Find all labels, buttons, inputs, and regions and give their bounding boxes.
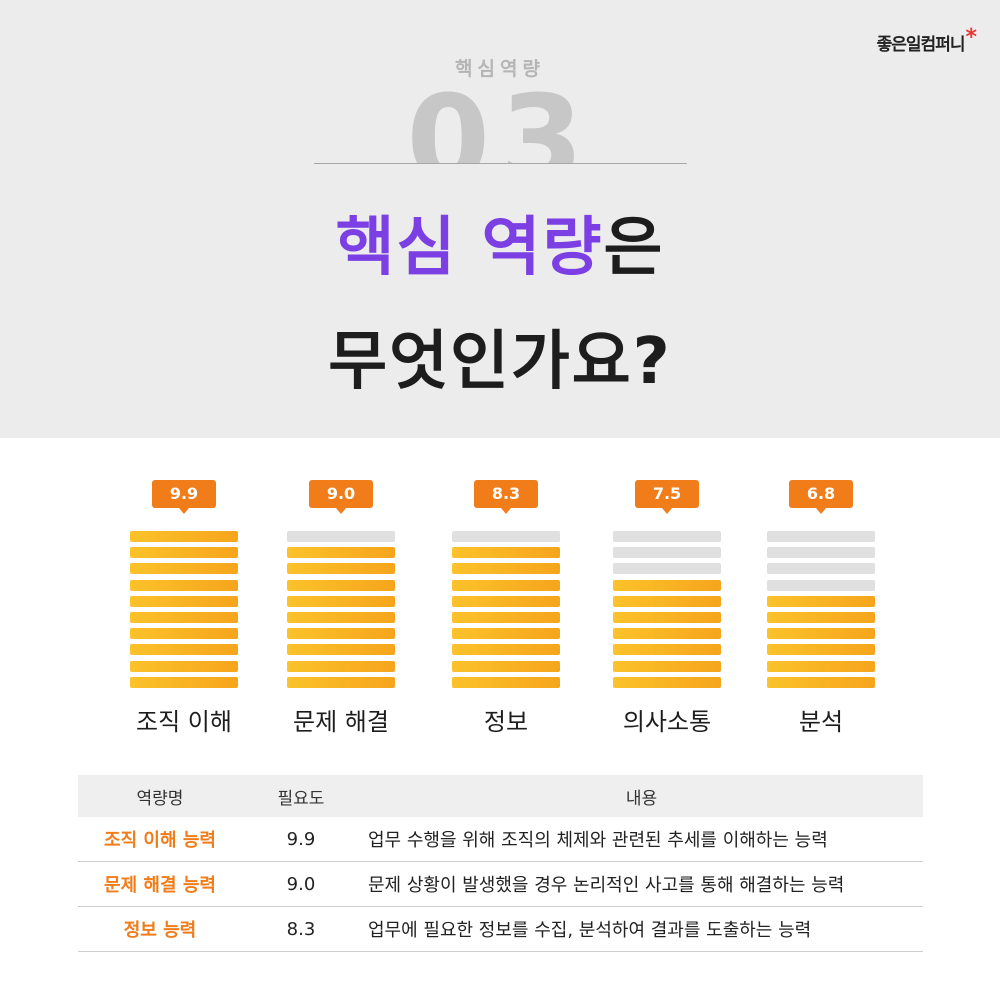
bar-segment-filled (767, 611, 875, 623)
bar-group: 7.5 의사소통 (613, 480, 721, 740)
bar-segment-filled (130, 595, 238, 607)
value-badge: 6.8 (789, 480, 853, 514)
bar (130, 531, 238, 693)
row-score: 9.9 (286, 828, 316, 850)
bar-segment-filled (613, 644, 721, 656)
table-row: 문제 해결 능력 9.0 문제 상황이 발생했을 경우 논리적인 사고를 통해 … (78, 862, 923, 907)
category-label: 의사소통 (622, 708, 712, 736)
bar-group: 9.9 조직 이해 (130, 480, 238, 740)
bar-segment-filled (130, 660, 238, 672)
table-header: 역량명 필요도 내용 (78, 775, 923, 817)
bar-segment-filled (452, 644, 560, 656)
header-name: 역량명 (136, 788, 184, 809)
bar-segment-filled (613, 611, 721, 623)
bar-segment-filled (130, 531, 238, 542)
section-number: 03 (406, 71, 594, 164)
value-badge: 8.3 (474, 480, 538, 514)
bar-segment-filled (452, 611, 560, 623)
bar-segment-filled (767, 644, 875, 656)
brand-name: 좋은일컴퍼니 (876, 35, 966, 55)
row-name: 문제 해결 능력 (104, 875, 216, 896)
bar-segment-filled (452, 595, 560, 607)
brand-star-icon: * (965, 25, 976, 50)
bar-segment-filled (767, 676, 875, 688)
competency-table: 역량명 필요도 내용 조직 이해 능력 9.9 업무 수행을 위해 조직의 체제… (78, 775, 923, 952)
page-title-line2: 무엇인가요? (328, 325, 672, 399)
bar-segment-filled (287, 611, 395, 623)
row-desc: 문제 상황이 발생했을 경우 논리적인 사고를 통해 해결하는 능력 (368, 875, 845, 896)
category-label: 분석 (798, 708, 844, 736)
title-highlight: 핵심 역량 (335, 211, 604, 285)
bar-segment-filled (287, 563, 395, 575)
category-label: 문제 해결 (293, 708, 389, 736)
bar-segment-empty (613, 547, 721, 559)
bar-segment-filled (287, 628, 395, 640)
bar-segment-empty (767, 579, 875, 591)
bar-segment-filled (287, 676, 395, 688)
bar (452, 531, 560, 693)
bar-segment-filled (287, 579, 395, 591)
bar-segment-empty (767, 563, 875, 575)
bar-group: 8.3 정보 (452, 480, 560, 740)
brand-logo: 좋은일컴퍼니* (876, 25, 977, 56)
row-score: 8.3 (286, 918, 316, 940)
table-row: 조직 이해 능력 9.9 업무 수행을 위해 조직의 체제와 관련된 추세를 이… (78, 817, 923, 862)
bar-segment-filled (452, 676, 560, 688)
bar-segment-empty (767, 531, 875, 542)
bar-segment-filled (613, 595, 721, 607)
row-name: 정보 능력 (123, 920, 197, 941)
bar (287, 531, 395, 693)
bar-segment-filled (287, 644, 395, 656)
bar-segment-filled (287, 595, 395, 607)
value-badge: 7.5 (635, 480, 699, 514)
table-row: 정보 능력 8.3 업무에 필요한 정보를 수집, 분석하여 결과를 도출하는 … (78, 907, 923, 952)
bar-segment-filled (130, 563, 238, 575)
bar-segment-empty (287, 531, 395, 542)
bar (767, 531, 875, 693)
bar-segment-empty (767, 547, 875, 559)
bar-segment-filled (767, 628, 875, 640)
bar-segment-filled (130, 644, 238, 656)
header-score: 필요도 (277, 788, 325, 809)
bar-segment-empty (613, 531, 721, 542)
bar-group: 6.8 분석 (767, 480, 875, 740)
bar-segment-empty (613, 563, 721, 575)
bar-segment-filled (130, 547, 238, 559)
category-label: 조직 이해 (136, 708, 232, 736)
header-desc: 내용 (625, 788, 658, 809)
bar-segment-filled (452, 628, 560, 640)
category-label: 정보 (483, 708, 529, 736)
row-name: 조직 이해 능력 (104, 830, 216, 851)
bar-segment-filled (452, 660, 560, 672)
header-panel: 좋은일컴퍼니* 핵심역량 03 핵심 역량은 무엇인가요? (0, 0, 1000, 438)
bar (613, 531, 721, 693)
bar-segment-filled (130, 628, 238, 640)
bar-segment-filled (767, 595, 875, 607)
bar-segment-filled (452, 579, 560, 591)
value-badge: 9.0 (309, 480, 373, 514)
bar-segment-filled (130, 611, 238, 623)
bar-segment-filled (130, 579, 238, 591)
page-title-line1: 핵심 역량은 (0, 196, 1000, 288)
row-score: 9.0 (286, 873, 316, 895)
bar-segment-filled (287, 547, 395, 559)
bar-segment-filled (452, 547, 560, 559)
bar-segment-filled (613, 660, 721, 672)
bar-segment-filled (767, 660, 875, 672)
bar-segment-filled (130, 676, 238, 688)
bar-segment-empty (452, 531, 560, 542)
bar-segment-filled (613, 579, 721, 591)
divider (314, 163, 687, 164)
bar-segment-filled (613, 676, 721, 688)
section-eyebrow: 핵심역량 (455, 58, 545, 80)
row-desc: 업무 수행을 위해 조직의 체제와 관련된 추세를 이해하는 능력 (368, 830, 828, 851)
bar-segment-filled (452, 563, 560, 575)
value-badge: 9.9 (152, 480, 216, 514)
title-rest: 은 (603, 211, 665, 285)
bar-group: 9.0 문제 해결 (287, 480, 395, 740)
bar-segment-filled (287, 660, 395, 672)
bar-segment-filled (613, 628, 721, 640)
row-desc: 업무에 필요한 정보를 수집, 분석하여 결과를 도출하는 능력 (368, 920, 812, 941)
